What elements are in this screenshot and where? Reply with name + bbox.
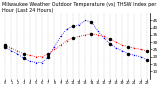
Text: Milwaukee Weather Outdoor Temperature (vs) THSW Index per Hour (Last 24 Hours): Milwaukee Weather Outdoor Temperature (v… xyxy=(2,2,156,13)
